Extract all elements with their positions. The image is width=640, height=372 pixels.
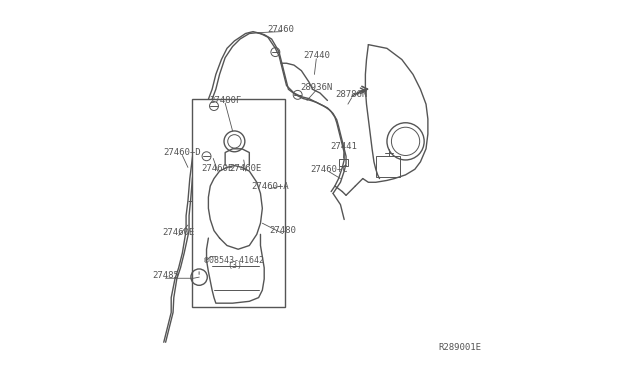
Text: 27460+A: 27460+A (251, 182, 289, 190)
Text: R289001E: R289001E (439, 343, 482, 352)
Text: 27460+D: 27460+D (164, 148, 201, 157)
Text: 27440: 27440 (303, 51, 330, 60)
Text: ©08543-41642: ©08543-41642 (204, 256, 264, 265)
Text: (3): (3) (227, 262, 242, 270)
Text: 27460: 27460 (268, 25, 294, 34)
Text: 27480: 27480 (269, 226, 296, 235)
Bar (339, 159, 348, 166)
Bar (191, 99, 285, 307)
Text: 27441: 27441 (331, 142, 358, 151)
Text: 27460+C: 27460+C (310, 165, 348, 174)
Text: 28936N: 28936N (300, 83, 332, 92)
Text: 28786N: 28786N (335, 90, 368, 99)
Text: 27480F: 27480F (209, 96, 241, 105)
Bar (376, 156, 400, 177)
Text: 27460E: 27460E (163, 228, 195, 237)
Text: 27485: 27485 (152, 271, 179, 280)
Text: 27460E: 27460E (230, 164, 262, 173)
Text: 27460E: 27460E (202, 164, 234, 173)
